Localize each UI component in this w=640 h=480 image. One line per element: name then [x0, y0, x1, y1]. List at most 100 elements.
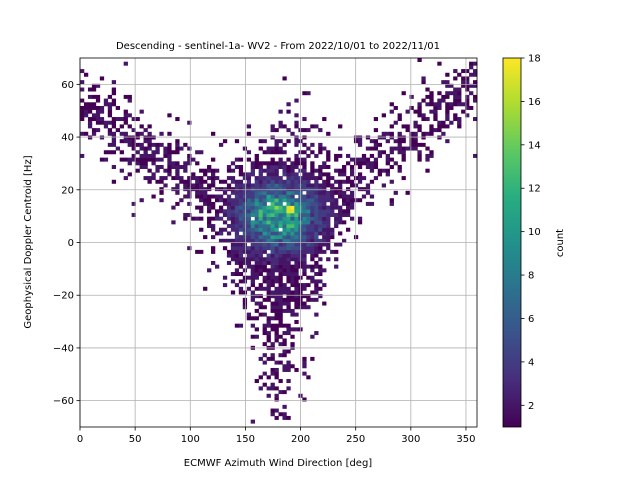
heatmap-cell — [290, 209, 295, 214]
heatmap-cell — [270, 238, 275, 243]
heatmap-cell — [250, 172, 255, 177]
heatmap-cell — [330, 249, 335, 254]
heatmap-cell — [357, 220, 363, 225]
heatmap-cell — [191, 157, 196, 162]
heatmap-cell — [91, 105, 97, 110]
heatmap-cell — [234, 165, 240, 169]
heatmap-cell — [401, 124, 406, 129]
heatmap-cell — [203, 179, 208, 184]
heatmap-cell — [127, 172, 132, 177]
heatmap-cell — [155, 146, 160, 151]
heatmap-cell — [349, 190, 355, 195]
heatmap-cell — [266, 187, 271, 192]
heatmap-cell — [238, 264, 244, 269]
heatmap-cell — [286, 308, 291, 313]
heatmap-cell — [373, 117, 379, 122]
heatmap-cell — [334, 157, 339, 162]
heatmap-cell — [326, 235, 331, 240]
heatmap-cell — [258, 286, 263, 291]
heatmap-cell — [250, 249, 255, 254]
heatmap-cell — [258, 246, 263, 251]
heatmap-cell — [238, 205, 244, 210]
x-tick-label: 100 — [181, 434, 200, 445]
heatmap-cell — [226, 253, 232, 258]
heatmap-cell — [286, 172, 291, 177]
heatmap-cell — [345, 201, 351, 206]
heatmap-cell — [473, 80, 478, 85]
heatmap-cell — [314, 179, 319, 184]
heatmap-cell — [310, 187, 315, 192]
heatmap-cell — [226, 249, 232, 254]
heatmap-cell — [246, 312, 252, 317]
heatmap-cell — [214, 194, 220, 199]
heatmap-cell — [413, 146, 418, 151]
heatmap-cell — [226, 194, 232, 199]
heatmap-cell — [381, 135, 386, 140]
heatmap-cells — [80, 58, 478, 424]
heatmap-cell — [270, 161, 275, 166]
heatmap-cell — [139, 157, 144, 162]
heatmap-cell — [207, 165, 212, 169]
heatmap-cell — [246, 224, 252, 229]
heatmap-cell — [282, 179, 287, 184]
heatmap-cell — [302, 235, 307, 240]
heatmap-cell — [441, 131, 446, 136]
heatmap-cell — [278, 360, 283, 365]
heatmap-cell — [278, 323, 283, 328]
heatmap-cell — [270, 260, 275, 265]
heatmap-cell — [294, 220, 299, 225]
heatmap-cell — [306, 176, 311, 181]
heatmap-cell — [338, 231, 343, 236]
heatmap-cell — [254, 224, 259, 229]
heatmap-cell — [421, 113, 426, 118]
heatmap-cell — [286, 187, 291, 192]
heatmap-cell — [302, 305, 307, 310]
heatmap-cell — [286, 260, 291, 265]
heatmap-cell — [314, 183, 319, 188]
heatmap-cell — [163, 153, 168, 158]
heatmap-cell — [306, 198, 311, 203]
heatmap-cell — [282, 283, 287, 288]
heatmap-cell — [203, 201, 208, 206]
heatmap-cell — [413, 142, 418, 147]
heatmap-cell — [258, 190, 263, 195]
heatmap-cell — [199, 209, 204, 214]
heatmap-cell — [437, 124, 442, 129]
heatmap-cell — [80, 117, 85, 122]
heatmap-cell — [349, 216, 355, 221]
heatmap-cell — [246, 124, 252, 129]
heatmap-cell — [457, 87, 462, 92]
heatmap-cell — [278, 201, 283, 206]
heatmap-cell — [294, 135, 299, 140]
heatmap-cell — [397, 117, 402, 122]
heatmap-cell — [262, 224, 267, 229]
heatmap-cell — [254, 253, 259, 258]
heatmap-cell — [314, 235, 319, 240]
heatmap-cell — [445, 80, 450, 85]
heatmap-cell — [310, 249, 315, 254]
heatmap-cell — [258, 305, 263, 310]
heatmap-cell — [274, 371, 279, 376]
heatmap-cell — [290, 183, 295, 188]
heatmap-cell — [453, 98, 458, 103]
heatmap-cell — [413, 131, 418, 136]
heatmap-cell — [262, 249, 267, 254]
heatmap-cell — [242, 235, 248, 240]
heatmap-cell — [306, 91, 311, 96]
heatmap-cell — [286, 201, 291, 206]
heatmap-cell — [254, 209, 259, 214]
heatmap-cell — [199, 198, 204, 203]
heatmap-cell — [222, 209, 228, 214]
heatmap-cell — [314, 264, 319, 269]
heatmap-cell — [262, 168, 267, 173]
heatmap-cell — [151, 161, 156, 166]
heatmap-cell — [107, 131, 113, 136]
heatmap-cell — [246, 316, 252, 321]
heatmap-cell — [187, 120, 192, 125]
heatmap-cell — [389, 124, 394, 129]
heatmap-cell — [238, 227, 244, 232]
heatmap-cell — [250, 290, 255, 295]
heatmap-cell — [310, 165, 315, 169]
heatmap-cell — [242, 290, 248, 295]
heatmap-cell — [417, 128, 422, 133]
